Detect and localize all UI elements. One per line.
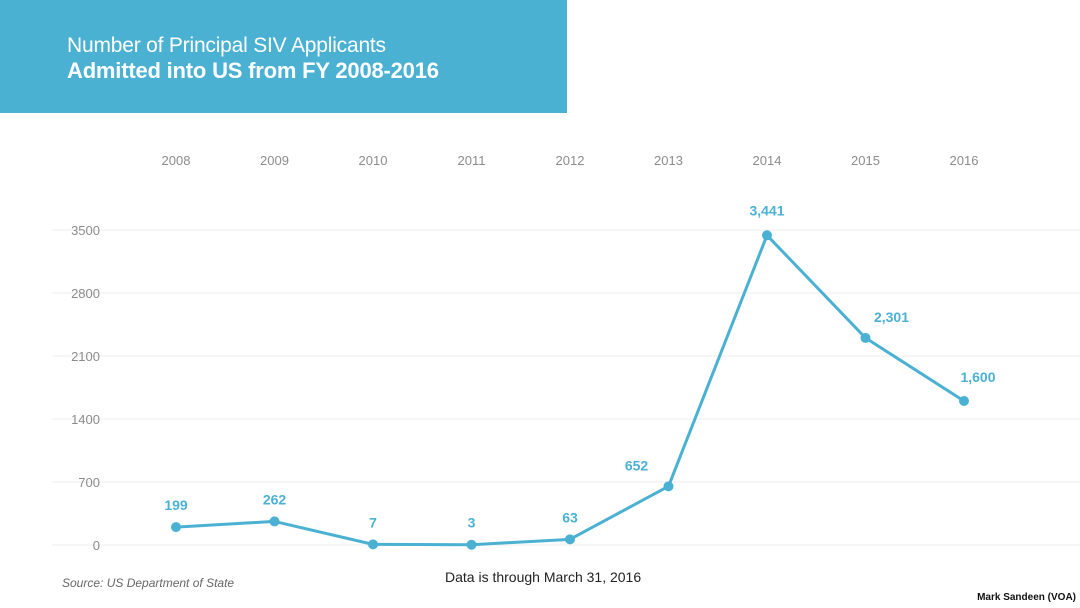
- data-label: 262: [263, 491, 287, 507]
- y-tick-label: 700: [78, 475, 100, 490]
- data-point: [171, 522, 181, 533]
- data-point: [368, 539, 378, 550]
- x-tick-label: 2015: [851, 153, 880, 168]
- data-point: [762, 230, 772, 241]
- data-point: [565, 534, 575, 545]
- y-tick-label: 2100: [71, 349, 100, 364]
- y-tick-label: 3500: [71, 223, 100, 238]
- x-tick-label: 2016: [950, 153, 979, 168]
- gridlines: [52, 229, 1080, 546]
- data-point: [860, 332, 871, 343]
- data-label: 199: [164, 497, 188, 513]
- series-line-path: [175, 233, 965, 547]
- y-tick-label: 0: [93, 538, 100, 553]
- data-labels: 199 262 7 3 63 652 3,441 2,301 1,600: [164, 202, 995, 530]
- source-note: Source: US Department of State: [62, 576, 235, 590]
- data-label: 652: [625, 457, 649, 473]
- y-tick-label: 1400: [71, 412, 100, 427]
- data-point: [466, 539, 477, 550]
- data-date-note: Data is through March 31, 2016: [445, 569, 642, 585]
- y-tick-label: 2800: [71, 286, 100, 301]
- x-tick-label: 2008: [162, 153, 191, 168]
- x-tick-label: 2014: [753, 153, 782, 168]
- data-label: 2,301: [874, 309, 909, 325]
- x-tick-label: 2009: [260, 153, 289, 168]
- x-axis-tick-labels: 2008 2009 2010 2011 2012 2013 2014 2015 2016: [162, 153, 979, 168]
- series-line: [175, 233, 965, 547]
- author-credit: Mark Sandeen (VOA): [977, 592, 1076, 603]
- data-label: 63: [562, 509, 578, 525]
- data-label: 7: [369, 514, 377, 530]
- data-point: [269, 516, 280, 527]
- x-tick-label: 2011: [458, 153, 486, 168]
- data-label: 3: [468, 515, 476, 531]
- data-points: [171, 230, 969, 550]
- y-axis-tick-labels: 0 700 1400 2100 2800 3500: [71, 223, 100, 553]
- data-label: 1,600: [960, 369, 995, 385]
- chart-subtitle: Admitted into US from FY 2008-2016: [67, 58, 439, 83]
- data-point: [663, 481, 674, 492]
- x-tick-label: 2012: [556, 153, 585, 168]
- data-label: 3,441: [749, 202, 784, 218]
- data-point: [959, 396, 969, 406]
- chart-title: Number of Principal SIV Applicants: [67, 34, 386, 57]
- title-banner: [0, 0, 567, 113]
- x-tick-label: 2010: [359, 153, 388, 168]
- x-tick-label: 2013: [654, 153, 683, 168]
